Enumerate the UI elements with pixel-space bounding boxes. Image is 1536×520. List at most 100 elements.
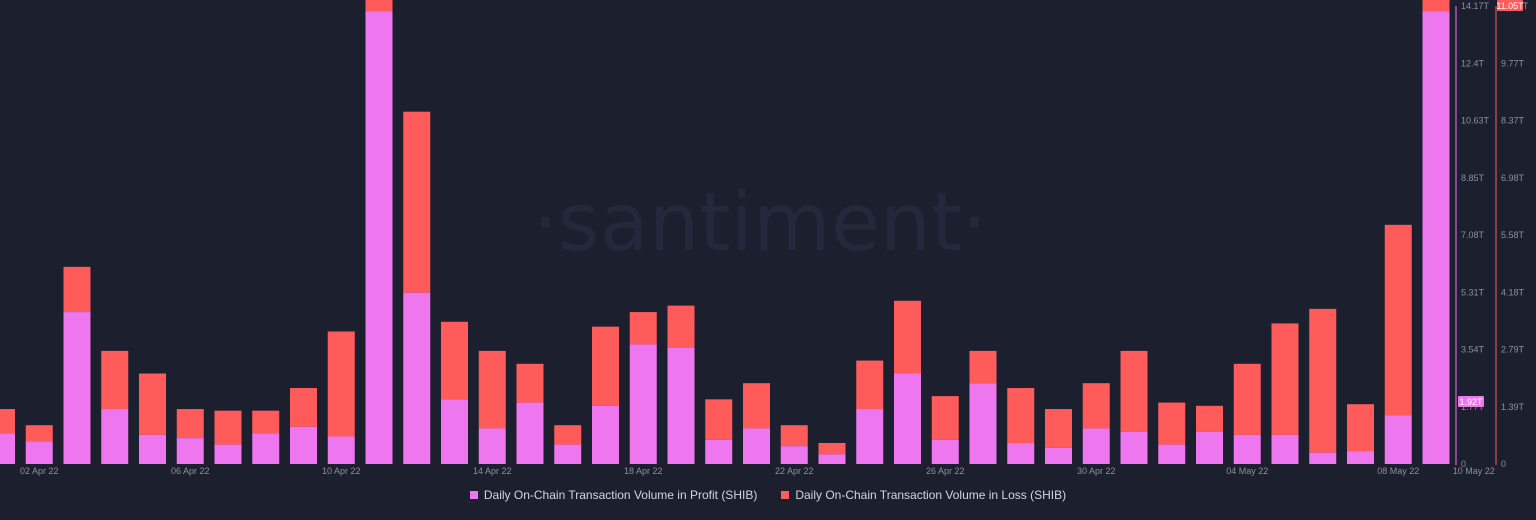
bar-loss: [214, 410, 242, 445]
bar-loss: [1196, 405, 1223, 432]
legend-item-loss[interactable]: Daily On-Chain Transaction Volume in Los…: [781, 488, 1066, 502]
bar-loss: [1007, 388, 1035, 443]
bar-loss: [478, 350, 506, 429]
x-axis-tick: 10 Apr 22: [322, 466, 361, 476]
bar-loss: [365, 0, 393, 12]
bar-profit: [1233, 434, 1261, 464]
legend: Daily On-Chain Transaction Volume in Pro…: [0, 488, 1536, 502]
bar-profit: [327, 436, 355, 464]
bar-profit: [290, 426, 317, 464]
bar-loss: [252, 410, 280, 434]
bar-profit: [780, 446, 808, 464]
bar-profit: [101, 409, 129, 464]
x-axis-tick: 22 Apr 22: [775, 466, 814, 476]
bar-loss: [969, 350, 997, 384]
bar-loss: [1082, 383, 1110, 429]
bar-chart: ·santiment· 14.17T 12.4T 10.63T 8.85T 7.08T 5…: [0, 0, 1529, 476]
bar-profit: [25, 441, 53, 464]
right-axis-tick: 9.77T: [1501, 58, 1525, 68]
bar-profit: [856, 409, 884, 464]
bar-loss: [554, 425, 582, 445]
bar-profit: [592, 405, 619, 464]
bar-profit: [478, 428, 506, 464]
bar-profit: [252, 433, 280, 464]
x-axis-tick: 18 Apr 22: [624, 466, 663, 476]
bar-loss: [0, 409, 15, 434]
left-axis-tick: 8.85T: [1461, 173, 1485, 183]
bar-profit: [176, 438, 204, 464]
bar-profit: [629, 344, 657, 464]
bar-profit: [1422, 11, 1450, 464]
bar-profit: [705, 439, 733, 464]
bar-profit: [894, 373, 921, 464]
bar-profit: [1196, 431, 1223, 464]
bar-profit: [516, 402, 544, 464]
bar-loss: [1045, 409, 1072, 448]
left-axis-tick: 5.31T: [1461, 287, 1485, 297]
bar-loss: [1233, 363, 1261, 435]
right-axis-last-value-bg: [1497, 0, 1523, 11]
right-axis-tick: 2.79T: [1501, 345, 1525, 355]
x-axis-tick: 26 Apr 22: [926, 466, 965, 476]
bar-profit: [214, 444, 242, 464]
left-axis-tick: 14.17T: [1461, 1, 1490, 11]
bar-loss: [1120, 350, 1148, 432]
x-axis-tick: 06 Apr 22: [171, 466, 210, 476]
bar-profit: [441, 399, 468, 464]
legend-label-profit: Daily On-Chain Transaction Volume in Pro…: [483, 488, 758, 502]
bar-profit: [139, 434, 166, 464]
bar-profit: [1271, 434, 1299, 464]
left-axis-tick: 0: [1461, 459, 1466, 469]
bar-loss: [743, 383, 770, 429]
right-axis-tick: 1.39T: [1501, 402, 1525, 412]
bar-profit: [969, 383, 997, 464]
bar-loss: [1309, 308, 1337, 453]
bar-loss: [592, 326, 619, 406]
bar-profit: [1158, 444, 1186, 464]
legend-label-loss: Daily On-Chain Transaction Volume in Los…: [795, 488, 1067, 502]
bar-loss: [101, 350, 129, 410]
bar-profit: [1045, 447, 1072, 464]
bar-loss: [1347, 404, 1374, 452]
bar-profit: [63, 312, 91, 464]
bar-loss: [629, 312, 657, 345]
x-axis-tick: 02 Apr 22: [20, 466, 59, 476]
bar-profit: [0, 433, 15, 464]
watermark: ·santiment·: [532, 176, 987, 269]
bar-loss: [1422, 0, 1450, 12]
bar-loss: [176, 409, 204, 439]
x-axis-tick: 30 Apr 22: [1077, 466, 1116, 476]
bar-loss: [780, 425, 808, 447]
bar-loss: [290, 388, 317, 427]
bar-profit: [743, 428, 770, 464]
right-axis-tick: 8.37T: [1501, 116, 1525, 126]
x-axis-tick: 04 May 22: [1226, 466, 1268, 476]
bar-loss: [818, 442, 846, 455]
legend-item-profit[interactable]: Daily On-Chain Transaction Volume in Pro…: [469, 488, 758, 502]
bar-loss: [25, 425, 53, 442]
bar-loss: [931, 396, 959, 440]
x-axis-tick: 08 May 22: [1377, 466, 1419, 476]
bar-loss: [667, 305, 695, 348]
bar-loss: [894, 300, 921, 374]
right-axis-tick: 5.58T: [1501, 230, 1525, 240]
bar-loss: [327, 331, 355, 437]
left-axis-last-value-bg: [1458, 395, 1484, 407]
bar-loss: [1271, 323, 1299, 435]
bar-loss: [441, 321, 468, 400]
bar-loss: [63, 266, 91, 313]
left-axis-tick: 3.54T: [1461, 345, 1485, 355]
bar-loss: [403, 111, 431, 293]
legend-swatch-loss: [781, 491, 790, 499]
bar-loss: [516, 363, 544, 403]
bar-profit: [1120, 431, 1148, 464]
x-axis-tick: 10 May 22: [1453, 466, 1495, 476]
right-axis-tick: 0: [1501, 459, 1506, 469]
bar-loss: [856, 360, 884, 410]
bar-profit: [1384, 415, 1412, 464]
right-axis-tick: 4.18T: [1501, 287, 1525, 297]
left-axis-tick: 7.08T: [1461, 230, 1485, 240]
bar-profit: [667, 347, 695, 464]
bar-profit: [931, 439, 959, 464]
bar-profit: [818, 454, 846, 464]
